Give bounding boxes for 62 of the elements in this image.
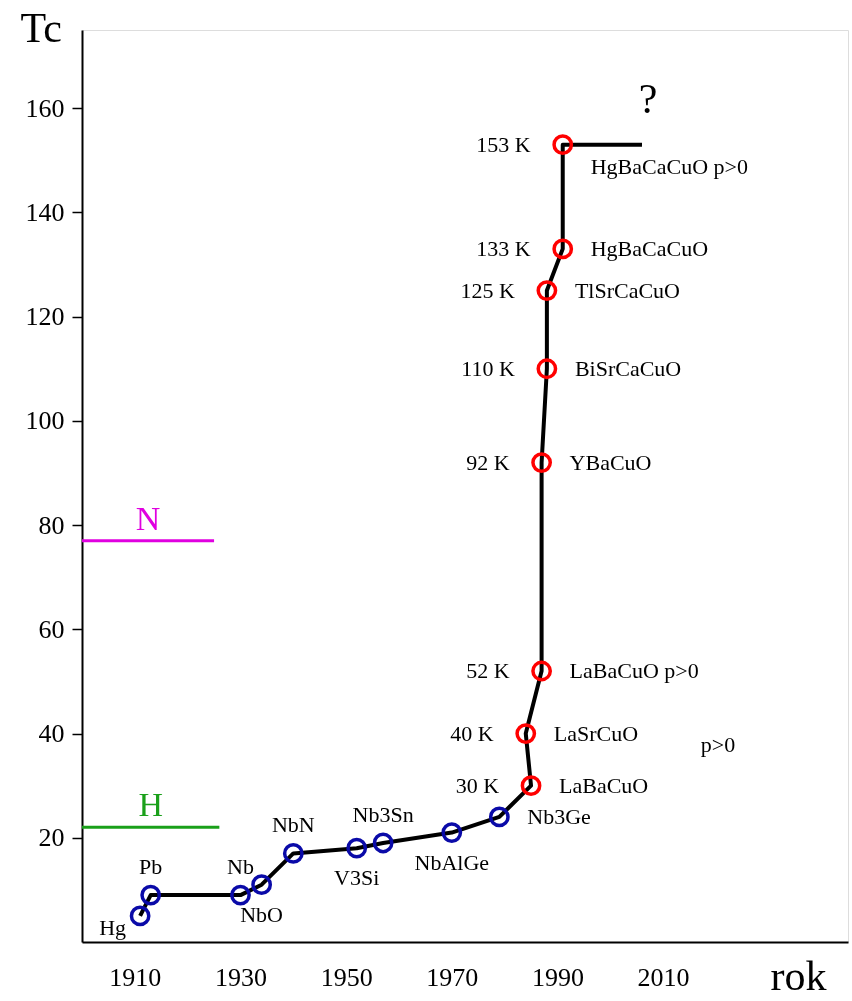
point [536, 280, 558, 301]
data-label: 125 K [460, 277, 515, 303]
annotation: TlSrCaCuO [574, 277, 681, 303]
point [282, 843, 304, 864]
y-tick-label: 140 [25, 197, 65, 227]
y-tick-label: 20 [38, 823, 65, 853]
point [552, 134, 574, 156]
data-label: 92 K [466, 449, 510, 475]
annotation: p>0 [700, 732, 736, 757]
annotation: NbAlGe [414, 849, 490, 875]
y-tick-label: 80 [38, 510, 65, 540]
y-tick-label: 120 [25, 302, 65, 332]
y-tick-label: 160 [25, 93, 65, 123]
x-tick-label: 1970 [426, 962, 479, 992]
annotation: LaBaCuO [559, 772, 649, 798]
data-label: 110 K [461, 355, 515, 381]
point [531, 660, 553, 682]
point [346, 837, 368, 859]
point [129, 905, 151, 927]
data-label: 30 K [455, 772, 500, 798]
point [372, 832, 394, 854]
y-axis-title: Tc [20, 4, 62, 51]
point [515, 723, 537, 744]
x-tick-label: 1910 [109, 962, 162, 992]
annotation: Nb3Sn [352, 801, 414, 827]
annotation: Nb3Ge [527, 803, 591, 829]
y-tick-label: 40 [38, 719, 65, 749]
point [536, 358, 558, 380]
data-label: 52 K [466, 658, 510, 684]
x-axis-title: rok [770, 952, 827, 999]
x-tick-label: 2010 [637, 962, 690, 992]
annotation: HgBaCaCuO [590, 235, 709, 261]
y-tick-label: 100 [25, 406, 65, 436]
point [531, 452, 553, 473]
point [520, 775, 542, 797]
point [251, 874, 273, 896]
data-label: 153 K [476, 131, 531, 157]
y-tick-label: 60 [38, 614, 65, 644]
x-tick-label: 1930 [214, 962, 267, 992]
annotation: Hg [99, 914, 127, 940]
point [552, 238, 574, 260]
point [230, 884, 251, 906]
annotation: Nb [227, 854, 254, 880]
data-label: 40 K [450, 720, 494, 746]
series-label: H [138, 786, 163, 824]
point [441, 822, 463, 843]
point [488, 806, 510, 828]
series-label: N [135, 499, 161, 537]
annotation: V3Si [334, 865, 380, 891]
annotation: Pb [139, 854, 163, 880]
annotation: BiSrCaCuO [574, 355, 682, 381]
x-tick-label: 1950 [320, 962, 373, 992]
annotation: NbO [240, 901, 283, 927]
annotation: YBaCuO [569, 449, 652, 475]
annotation: NbN [271, 812, 315, 838]
data-label: 133 K [476, 235, 531, 261]
point [140, 884, 162, 906]
x-tick-label: 1990 [531, 962, 584, 992]
annotation: HgBaCaCuO p>0 [590, 153, 748, 179]
annotation: ? [638, 76, 658, 122]
annotation: LaSrCuO [553, 720, 639, 746]
annotation: LaBaCuO p>0 [569, 658, 699, 684]
